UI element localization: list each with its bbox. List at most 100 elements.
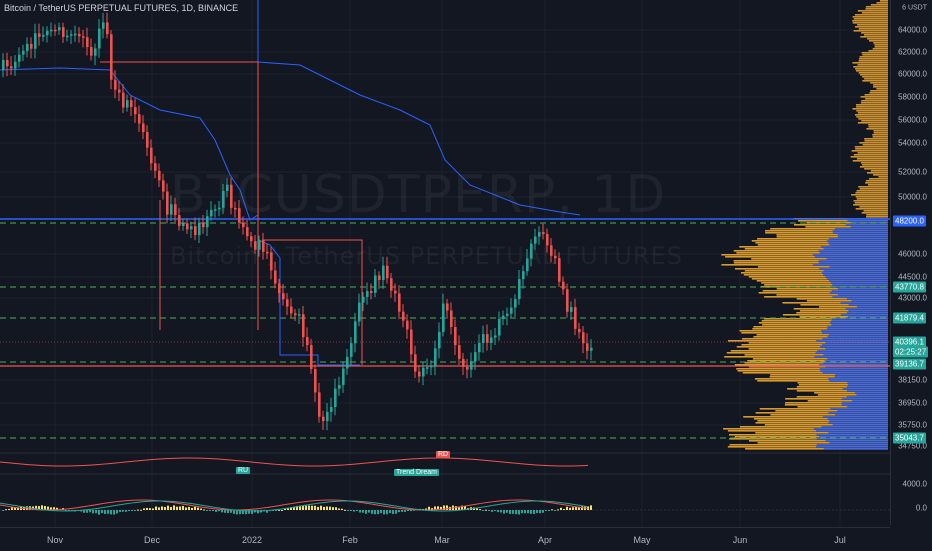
volume-bar-up bbox=[828, 242, 888, 244]
volume-bar-up bbox=[822, 338, 888, 340]
candle-body bbox=[526, 258, 529, 272]
volume-bar-up bbox=[832, 284, 888, 286]
volume-bar bbox=[861, 52, 888, 54]
volume-bar-up bbox=[840, 314, 888, 316]
osc-bar bbox=[488, 510, 490, 511]
osc-bar bbox=[572, 507, 574, 510]
osc-bar bbox=[242, 510, 244, 515]
volume-bar bbox=[865, 98, 888, 100]
osc-bar bbox=[212, 510, 214, 511]
volume-bar bbox=[751, 258, 888, 260]
candle-body bbox=[402, 311, 405, 321]
volume-bar-up bbox=[832, 318, 888, 320]
osc-bar bbox=[476, 508, 478, 510]
volume-bar bbox=[796, 298, 888, 300]
volume-bar bbox=[870, 90, 888, 92]
candle-body bbox=[374, 275, 377, 293]
volume-bar-up bbox=[841, 398, 888, 400]
rsi-line bbox=[0, 457, 589, 467]
candle-body bbox=[486, 334, 489, 343]
candle-body bbox=[190, 226, 193, 230]
volume-bar-up bbox=[828, 280, 888, 282]
candle-body bbox=[78, 33, 81, 37]
volume-bar-up bbox=[826, 278, 888, 280]
volume-bar bbox=[748, 366, 888, 368]
volume-bar bbox=[744, 270, 888, 272]
osc-bar bbox=[350, 510, 352, 511]
volume-bar-up bbox=[819, 368, 888, 370]
volume-bar bbox=[770, 228, 888, 230]
candle-body bbox=[82, 36, 85, 38]
osc-bar bbox=[224, 510, 226, 513]
volume-bar-up bbox=[814, 356, 888, 358]
osc-bar bbox=[290, 507, 292, 510]
volume-bar bbox=[855, 68, 888, 70]
volume-bar-up bbox=[823, 362, 888, 364]
osc-bar bbox=[542, 510, 544, 513]
candle-body bbox=[582, 332, 585, 344]
candle-body bbox=[146, 132, 149, 148]
volume-bar bbox=[745, 448, 888, 450]
osc-bar bbox=[125, 510, 127, 512]
candle-body bbox=[126, 100, 129, 108]
osc-bar bbox=[515, 510, 517, 515]
volume-bar bbox=[785, 398, 888, 400]
candle-body bbox=[22, 50, 25, 55]
volume-bar-up bbox=[823, 270, 888, 272]
volume-bar bbox=[857, 64, 888, 66]
price-label: 44500.0 bbox=[898, 272, 927, 282]
price-label: 46000.0 bbox=[898, 249, 927, 259]
candle-body bbox=[18, 54, 21, 62]
volume-bar bbox=[764, 296, 888, 298]
volume-bar-up bbox=[834, 376, 888, 378]
volume-bar-up bbox=[828, 422, 888, 424]
volume-bar bbox=[880, 0, 888, 2]
candle-body bbox=[470, 361, 473, 370]
candle-body bbox=[182, 223, 185, 226]
volume-bar bbox=[751, 278, 888, 280]
volume-bar bbox=[861, 12, 888, 14]
volume-bar bbox=[748, 440, 888, 442]
volume-bar bbox=[873, 130, 888, 132]
volume-bar bbox=[734, 436, 888, 438]
volume-bar bbox=[798, 384, 888, 386]
volume-bar bbox=[782, 302, 888, 304]
volume-bar bbox=[752, 328, 888, 330]
candle-body bbox=[550, 245, 553, 256]
volume-bar-up bbox=[846, 390, 888, 392]
volume-bar bbox=[856, 106, 888, 108]
osc-bar bbox=[524, 510, 526, 514]
osc-bar bbox=[530, 510, 532, 514]
osc-bar bbox=[395, 510, 397, 514]
price-scale[interactable]: 6 USDT 64000.0 62000.0 60000.0 58000.0 5… bbox=[890, 0, 932, 525]
volume-bar bbox=[743, 416, 888, 418]
volume-bar bbox=[744, 354, 888, 356]
volume-bar-up bbox=[819, 252, 888, 254]
volume-bar bbox=[796, 390, 888, 392]
price-label: 50000.0 bbox=[898, 192, 927, 202]
volume-bar bbox=[744, 248, 888, 250]
volume-bar-up bbox=[823, 274, 888, 276]
volume-bar-up bbox=[823, 448, 888, 450]
osc-bar bbox=[362, 510, 364, 513]
volume-bar bbox=[859, 74, 888, 76]
volume-bar bbox=[742, 372, 888, 374]
osc-macd-line bbox=[0, 500, 589, 512]
volume-bar-up bbox=[822, 344, 888, 346]
osc-bar bbox=[407, 510, 409, 511]
volume-bar bbox=[860, 96, 888, 98]
volume-bar bbox=[730, 350, 888, 352]
candle-body bbox=[522, 271, 525, 280]
candle-body bbox=[286, 299, 289, 307]
osc-bar bbox=[566, 506, 568, 510]
volume-bar bbox=[797, 406, 888, 408]
volume-bar bbox=[729, 444, 888, 446]
time-scale[interactable]: Nov Dec 2022 Feb Mar Apr May Jun Jul bbox=[0, 527, 890, 551]
candle-body bbox=[302, 314, 305, 338]
volume-bar-up bbox=[837, 234, 888, 236]
volume-bar bbox=[796, 386, 888, 388]
time-label: Jul bbox=[834, 535, 846, 545]
osc-bar bbox=[368, 510, 370, 513]
volume-bar bbox=[864, 138, 888, 140]
